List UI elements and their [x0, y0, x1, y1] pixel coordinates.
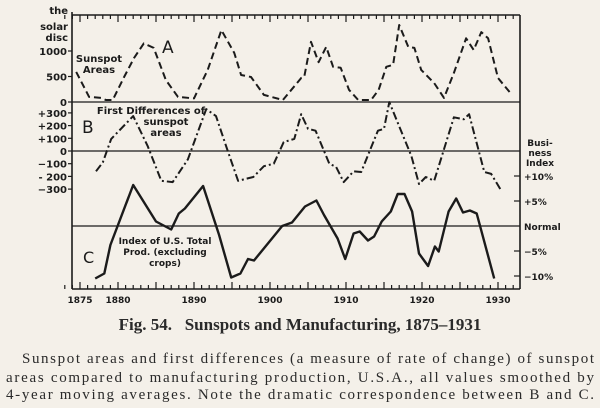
panel-b-label-3: areas — [150, 128, 181, 139]
right-y-tick-label: −5% — [524, 248, 547, 258]
panel-c-label-3: crops) — [149, 259, 181, 269]
y-tick-label: −100 — [38, 160, 67, 171]
x-tick-label: 1890 — [181, 296, 206, 306]
panel-b-letter: B — [82, 118, 94, 138]
panel-c-label-2: Prod. (excluding — [123, 248, 206, 258]
panel-a-label-1: Sunspot — [76, 54, 122, 65]
y-tick-label: 0 — [60, 98, 67, 109]
x-tick-label: 1880 — [105, 296, 130, 306]
x-tick-label: 1930 — [485, 296, 510, 306]
y-tick-label: −300 — [38, 185, 67, 196]
x-tick-label: 1875 — [67, 296, 92, 306]
unit-label-line-2: solar — [40, 22, 68, 33]
y-tick-label: 500 — [46, 73, 67, 84]
figure-title: Fig. 54. Sunspots and Manufacturing, 187… — [119, 315, 482, 334]
panel-b-label-1: First Differences of — [97, 106, 206, 117]
panel-a-label-2: Areas — [83, 65, 115, 76]
y-tick-label: 1000 — [39, 47, 67, 58]
x-tick-label: 1920 — [409, 296, 434, 306]
right-y-tick-label: +10% — [524, 173, 553, 183]
unit-label-line-1: the — [49, 6, 68, 17]
series-c-line — [94, 183, 496, 280]
y-tick-label: +300 — [38, 109, 67, 120]
x-tick-label: 1910 — [333, 296, 358, 306]
x-tick-label: 1900 — [257, 296, 282, 306]
business-index-title-2: ness — [528, 149, 551, 159]
series-lines — [75, 24, 511, 280]
y-tick-label: - 200 — [38, 172, 67, 183]
right-y-tick-label: +5% — [524, 198, 547, 208]
panel-c-label-1: Index of U.S. Total — [119, 237, 212, 247]
caption-line-1: Sunspot areas and first differences (a m… — [22, 351, 595, 367]
y-tick-label: 0 — [60, 147, 67, 158]
panel-c-letter: C — [83, 248, 94, 267]
business-index-title-1: Busi- — [527, 139, 553, 149]
series-a-line — [75, 24, 511, 101]
year-ticks: 1875 1880 1890 1900 1910 1920 1930 — [64, 15, 514, 306]
unit-label-line-3: disc — [46, 33, 69, 44]
right-y-tick-label: Normal — [524, 223, 561, 233]
panel-b-label-2: sunspot — [144, 117, 189, 128]
business-index-title-3: Index — [526, 159, 554, 169]
caption-line-2: areas compared to manufacturing producti… — [6, 370, 594, 386]
series-b-line — [95, 101, 502, 190]
caption-line-3: 4-year moving averages. Note the dramati… — [6, 387, 594, 403]
panel-a-letter: A — [162, 38, 174, 58]
right-y-tick-label: −10% — [524, 273, 553, 283]
y-tick-label: +100 — [38, 134, 67, 145]
y-tick-label: +200 — [38, 122, 67, 133]
